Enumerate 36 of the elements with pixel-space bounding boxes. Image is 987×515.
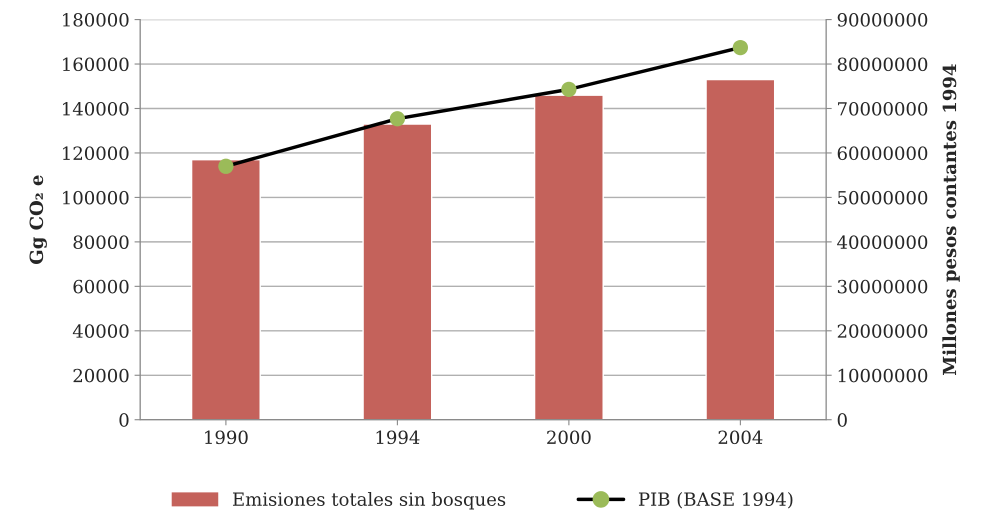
y-tick-label: 40000 <box>72 324 129 338</box>
y-tick-label: 140000 <box>63 102 129 116</box>
y2-tick-label: 30000000 <box>838 280 928 294</box>
y2-tick-label: 80000000 <box>838 57 928 72</box>
y-tick-label: 0 <box>119 413 129 427</box>
bar <box>705 78 776 420</box>
x-tick-label: 1994 <box>376 430 420 444</box>
point <box>561 82 577 98</box>
x-tick-label: 1990 <box>205 430 248 444</box>
y2-tick-label: 60000000 <box>838 146 928 160</box>
y2-tick-label: 40000000 <box>837 235 928 249</box>
y-axis-title: Gg CO₂ e <box>30 175 47 264</box>
point <box>390 111 406 126</box>
x-tick-label: 2004 <box>718 430 762 444</box>
y-tick-label: 20000 <box>74 368 129 382</box>
y2-tick-label: 20000000 <box>838 324 928 338</box>
legend-label: PIB (BASE 1994) <box>638 492 792 509</box>
bar <box>190 158 261 420</box>
y-tick-label: 160000 <box>63 57 129 72</box>
legend-label: Emisiones totales sin bosques <box>232 492 506 510</box>
y-tick-label: 100000 <box>63 190 129 205</box>
y2-tick-label: 70000000 <box>838 102 928 116</box>
x-tick-label: 2000 <box>547 430 591 444</box>
y-tick-label: 120000 <box>63 146 129 160</box>
y2-tick-label: 0 <box>838 413 847 427</box>
y-tick-label: 80000 <box>74 235 129 249</box>
y2-tick-label: 10000000 <box>838 368 928 382</box>
point <box>218 158 234 174</box>
y2-tick-label: 50000000 <box>838 190 928 205</box>
y2-axis-title: Millones pesos contantes 1994 <box>942 64 960 376</box>
y2-tick-label: 90000000 <box>838 13 928 27</box>
bar <box>534 94 604 420</box>
bar <box>362 123 432 420</box>
y-tick-label: 60000 <box>74 280 129 294</box>
point <box>732 40 748 56</box>
y-tick-label: 180000 <box>63 13 129 27</box>
